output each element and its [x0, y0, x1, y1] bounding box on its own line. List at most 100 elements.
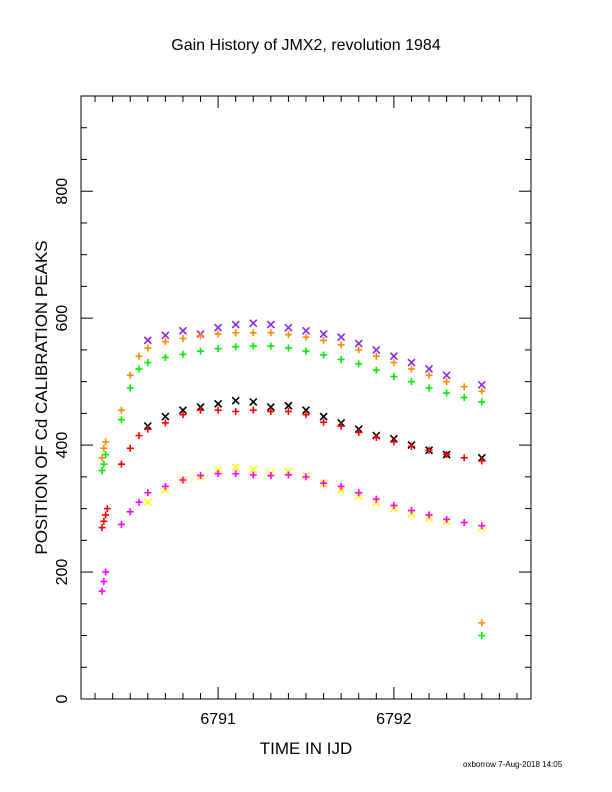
- data-point: [144, 359, 152, 367]
- data-point: [407, 365, 415, 373]
- data-point: [337, 355, 345, 363]
- data-point: [284, 344, 292, 352]
- data-point: [460, 383, 468, 391]
- data-point: [249, 342, 257, 350]
- data-point: [354, 339, 363, 348]
- y-tick-label: 400: [54, 432, 71, 459]
- data-point: [478, 522, 486, 530]
- data-point: [320, 418, 328, 426]
- data-point-stroke: [319, 329, 328, 339]
- data-point: [144, 344, 152, 352]
- data-point: [284, 331, 292, 339]
- data-point-stroke: [249, 397, 258, 407]
- data-point: [161, 419, 169, 427]
- data-point: [337, 333, 346, 342]
- data-point-stroke: [143, 336, 152, 345]
- data-point: [117, 416, 125, 424]
- x-axis-label: TIME IN IJD: [260, 739, 353, 758]
- data-point-stroke: [407, 358, 416, 367]
- data-point: [407, 506, 415, 514]
- data-point: [337, 422, 345, 430]
- data-point: [161, 412, 170, 421]
- data-point: [389, 352, 398, 361]
- data-point: [267, 329, 275, 337]
- data-point: [100, 517, 108, 525]
- data-point: [126, 508, 134, 516]
- data-point: [249, 471, 257, 479]
- data-point-stroke: [249, 465, 258, 474]
- data-point: [302, 347, 310, 355]
- data-point: [102, 568, 110, 576]
- data-point: [320, 351, 328, 359]
- data-point: [249, 465, 258, 474]
- data-point: [425, 511, 433, 519]
- data-point: [197, 347, 205, 355]
- data-point: [425, 446, 433, 454]
- data-point: [232, 343, 240, 351]
- data-point: [126, 384, 134, 392]
- data-point: [249, 397, 258, 407]
- y-tick-label: 0: [54, 694, 71, 703]
- data-point: [98, 524, 106, 532]
- data-point: [178, 326, 188, 335]
- data-point: [161, 354, 169, 362]
- data-point: [443, 451, 451, 459]
- data-point-stroke: [354, 339, 363, 348]
- data-point: [126, 371, 134, 379]
- data-point: [319, 329, 328, 339]
- data-point: [102, 438, 110, 446]
- data-point: [390, 501, 398, 509]
- data-point: [390, 373, 398, 381]
- data-point: [284, 407, 292, 415]
- data-point: [425, 384, 433, 392]
- data-point: [407, 358, 416, 367]
- data-point: [460, 454, 468, 462]
- data-point: [443, 389, 451, 397]
- data-point-stroke: [231, 320, 240, 329]
- data-point: [319, 412, 328, 421]
- data-point-stroke: [143, 498, 152, 507]
- data-point: [478, 387, 486, 395]
- data-point: [135, 365, 143, 373]
- data-point: [443, 378, 451, 386]
- data-point: [284, 471, 292, 479]
- y-tick-label: 800: [54, 178, 71, 205]
- data-point: [197, 406, 205, 414]
- data-point-stroke: [161, 412, 170, 421]
- data-point: [302, 333, 310, 341]
- data-point: [135, 432, 143, 440]
- footer-credit: oxborrow 7-Aug-2018 14:05: [463, 760, 563, 769]
- data-point: [98, 466, 106, 474]
- data-point: [179, 411, 187, 419]
- data-points: [98, 319, 486, 640]
- data-point: [117, 406, 125, 414]
- data-point: [179, 476, 187, 484]
- data-point: [337, 482, 345, 490]
- data-point: [179, 334, 187, 342]
- data-point-stroke: [442, 371, 451, 380]
- data-point-stroke: [161, 331, 170, 340]
- data-point: [301, 406, 311, 415]
- data-point: [103, 505, 111, 513]
- data-point: [231, 320, 240, 329]
- data-point: [301, 326, 311, 335]
- data-point: [267, 407, 275, 415]
- axis-ticks: [81, 96, 531, 700]
- data-point-stroke: [284, 323, 293, 332]
- data-point: [337, 341, 345, 349]
- data-point: [100, 444, 108, 452]
- data-point: [126, 444, 134, 452]
- data-point: [98, 454, 106, 462]
- data-point-stroke: [231, 396, 240, 405]
- data-point: [266, 320, 275, 329]
- data-point: [161, 331, 170, 340]
- data-point: [424, 364, 434, 374]
- data-point: [98, 587, 106, 595]
- data-point: [320, 336, 328, 344]
- data-point: [425, 371, 433, 379]
- data-point: [302, 473, 310, 481]
- x-tick-label: 6792: [376, 711, 412, 728]
- data-point: [214, 323, 223, 332]
- data-point-stroke: [231, 463, 240, 472]
